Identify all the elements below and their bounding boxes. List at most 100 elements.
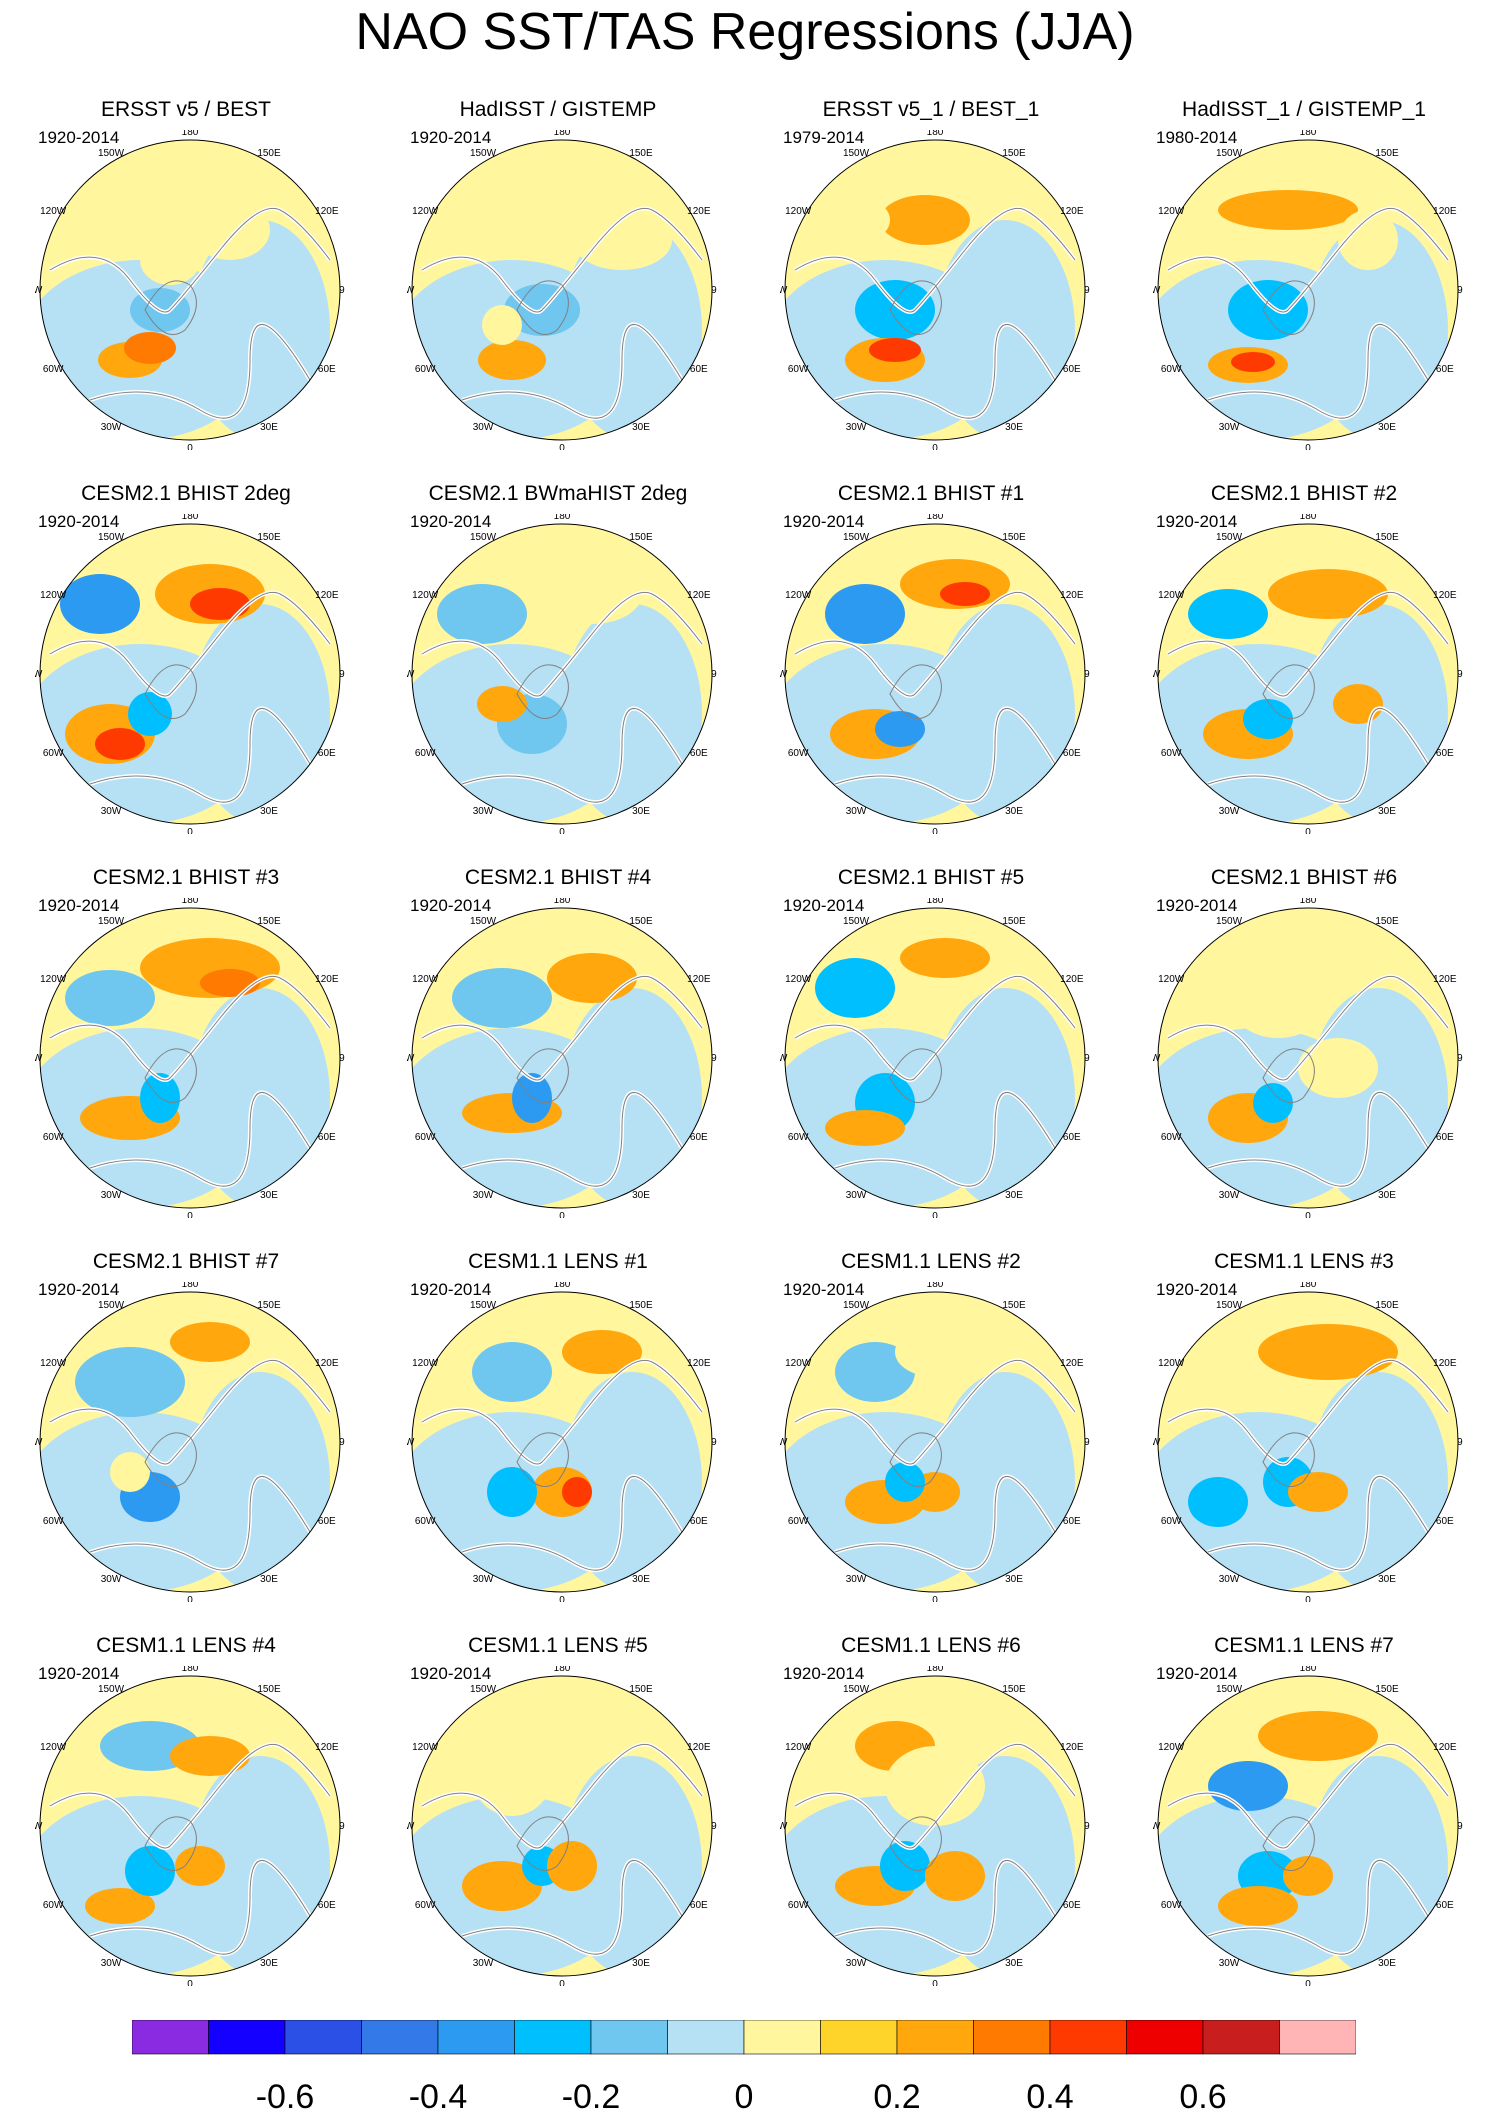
map-panel: CESM2.1 BHIST #3 180 150E 120E 90E 60E 30E 0 30W… [0,858,372,1242]
longitude-label: 60W [1161,1900,1182,1911]
map-panel: CESM2.1 BHIST 2deg 180 150E 120E 90E 60E 30E 0 3… [0,474,372,858]
longitude-label: 180 [1300,1282,1317,1290]
longitude-label: 120W [40,590,67,601]
polar-map: 180 150E 120E 90E 60E 30E 0 30W 60W 90W 120W 150W [780,1282,1090,1602]
map-panel: CESM1.1 LENS #2 180 150E 120E 90E 60E 30E 0 30W 6… [745,1242,1117,1626]
regression-region [1298,1038,1378,1098]
polar-map: 180 150E 120E 90E 60E 30E 0 30W 60W 90W 120W 150W [35,1282,345,1602]
regression-region [85,1888,155,1924]
longitude-label: 90W [407,669,415,680]
greenland-outline [1262,280,1315,335]
time-period-label: 1920-2014 [410,1664,492,1683]
colorbar-tick-label: -0.2 [561,2078,621,2116]
regression-region [1308,1372,1448,1592]
longitude-label: 90W [1153,1821,1161,1832]
longitude-label: 90E [1457,285,1463,296]
regression-region [900,938,990,978]
longitude-label: 120W [1158,206,1185,217]
longitude-label: 30E [260,806,278,817]
regression-region [190,588,250,620]
greenland-outline [889,664,942,719]
longitude-label: 90E [1084,669,1090,680]
longitude-label: 150E [1375,1300,1399,1311]
panel-grid: ERSST v5 / BEST 180 150E 120E 90E 60E 30E 0 30W 6… [0,90,1490,1990]
longitude-label: 90E [711,285,717,296]
longitude-label: 120E [1433,974,1457,985]
colorbar-swatch [1202,2020,1280,2055]
coastline [794,975,1076,1187]
regression-region [1258,1324,1398,1380]
regression-region [124,332,176,364]
longitude-label: 120E [1433,590,1457,601]
regression-region [1218,190,1358,230]
map-border [1157,139,1459,441]
colorbar-swatch [896,2020,974,2055]
regression-region [935,988,1075,1208]
map-panel: HadISST / GISTEMP 180 150E 120E 90E 60E 30E 0 30… [372,90,744,474]
regression-region [1258,1711,1378,1761]
longitude-label: 0 [187,827,193,834]
longitude-label: 90E [339,1437,345,1448]
regression-region [190,604,330,824]
map-border [784,139,1086,441]
greenland-outline [144,1432,197,1487]
longitude-label: 90E [711,669,717,680]
regression-region [140,235,200,285]
time-period-label: 1920-2014 [410,128,492,147]
panel-title: CESM2.1 BHIST #3 [92,866,280,889]
longitude-label: 150E [257,916,281,927]
colorbar-swatch [284,2020,362,2055]
time-period-label: 1920-2014 [410,896,492,915]
greenland-outline [1262,1048,1315,1103]
longitude-label: 60W [1161,1516,1182,1527]
longitude-label: 120E [1060,1358,1084,1369]
longitude-label: 60W [43,1900,64,1911]
longitude-label: 60E [318,364,336,375]
longitude-label: 120W [412,974,439,985]
longitude-label: 0 [1305,1211,1311,1218]
coastline [1167,1743,1449,1955]
longitude-label: 0 [559,1595,565,1602]
longitude-label: 0 [932,443,938,450]
regression-region [1228,280,1308,340]
longitude-label: 30E [1378,422,1396,433]
longitude-label: 90W [407,1437,415,1448]
map-panel: CESM1.1 LENS #6 180 150E 120E 90E 60E 30E 0 30W 6… [745,1626,1117,2010]
coastline [49,207,331,419]
longitude-label: 120W [1158,974,1185,985]
longitude-label: 120W [40,1358,67,1369]
map-panel: CESM2.1 BHIST #1 180 150E 120E 90E 60E 30E 0 30W… [745,474,1117,858]
longitude-label: 0 [932,1595,938,1602]
regression-region [487,1467,537,1517]
map-border [411,1291,713,1593]
longitude-label: 180 [927,898,944,906]
greenland-outline [144,1816,197,1871]
longitude-label: 60W [415,1132,436,1143]
panel-title: CESM2.1 BHIST #5 [837,866,1025,889]
longitude-label: 90W [35,285,43,296]
regression-region [855,280,935,340]
regression-region [880,195,970,245]
map-panel: CESM2.1 BHIST #6 180 150E 120E 90E 60E 30E 0 30W… [1118,858,1490,1242]
longitude-label: 0 [932,827,938,834]
polar-map: 180 150E 120E 90E 60E 30E 0 30W 60W 90W 120W 150W [1153,514,1463,834]
map-panel: CESM1.1 LENS #5 180 150E 120E 90E 60E 30E 0 30W 6… [372,1626,744,2010]
longitude-label: 120W [785,1358,812,1369]
regression-region [1243,699,1293,739]
regression-region [190,988,330,1208]
time-period-label: 1920-2014 [783,1280,865,1299]
longitude-label: 150W [470,916,497,927]
panel-title: CESM1.1 LENS #5 [468,1634,648,1657]
greenland-outline [1262,1432,1315,1487]
polar-map: 180 150E 120E 90E 60E 30E 0 30W 60W 90W 120W 150W [35,130,345,450]
longitude-label: 90E [1084,1053,1090,1064]
map-border [411,139,713,441]
panel-title: CESM2.1 BHIST #2 [1210,482,1398,505]
longitude-label: 120E [687,206,711,217]
panel-title: CESM2.1 BHIST #6 [1210,866,1398,889]
longitude-label: 120E [687,1358,711,1369]
longitude-label: 120E [315,1742,339,1753]
colorbar-swatch [361,2020,439,2055]
time-period-label: 1920-2014 [38,896,120,915]
coastline [794,1743,1076,1955]
